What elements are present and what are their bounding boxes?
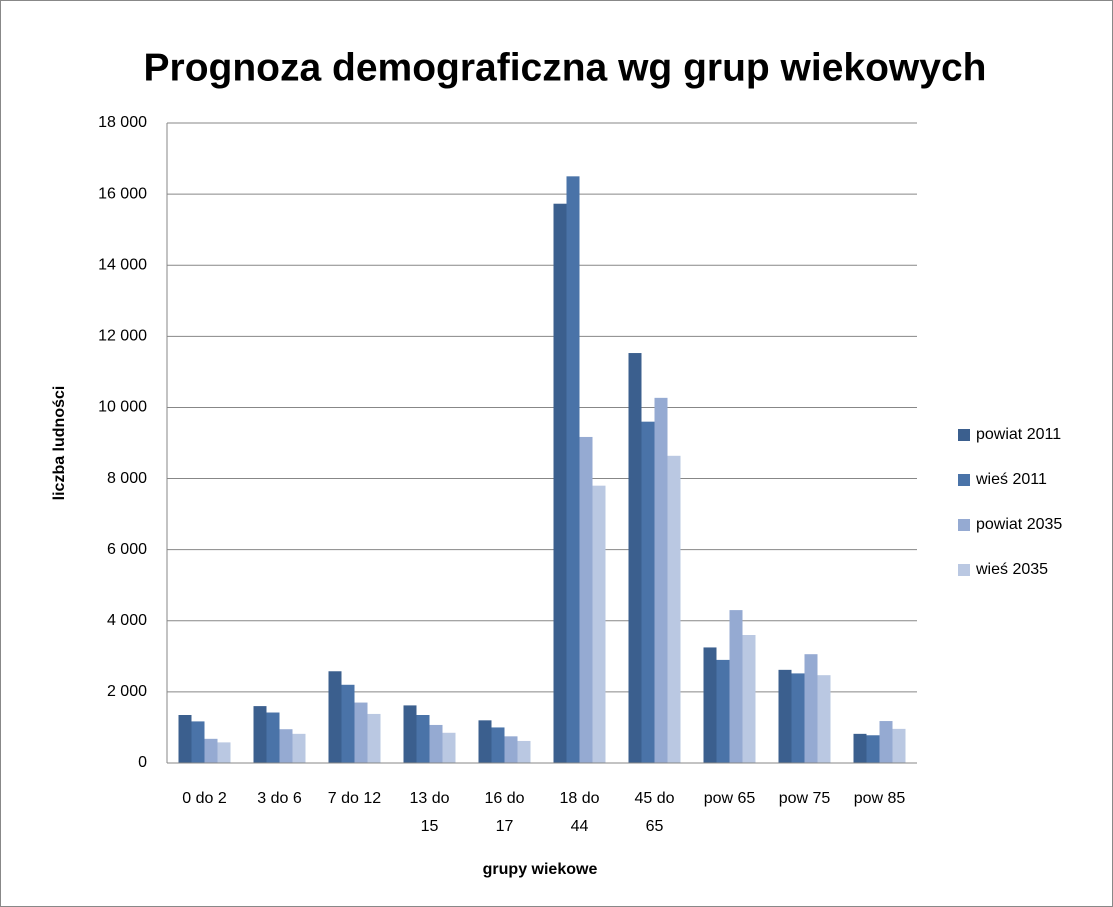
bar (266, 712, 280, 763)
bar (217, 742, 231, 763)
bar (328, 671, 342, 763)
bar (292, 733, 306, 763)
y-tick-label: 10 000 (98, 399, 147, 416)
bar (253, 706, 267, 763)
x-tick-label: pow 65 (704, 790, 756, 807)
x-tick-label: 18 do 44 (559, 790, 599, 835)
bar (416, 715, 430, 763)
bar (442, 732, 456, 763)
legend-swatch (958, 564, 970, 576)
bar (879, 721, 893, 763)
x-tick-label: pow 75 (779, 790, 831, 807)
bar (778, 669, 792, 763)
bar (354, 702, 368, 763)
bar (403, 705, 417, 763)
x-tick-label: 0 do 2 (182, 790, 227, 807)
y-tick-label: 18 000 (98, 114, 147, 131)
bar (504, 736, 518, 763)
bar (429, 724, 443, 763)
bar (892, 728, 906, 763)
x-tick-label: 3 do 6 (257, 790, 302, 807)
bar (478, 720, 492, 763)
y-axis-title: liczba ludności (51, 386, 68, 501)
bar (592, 485, 606, 763)
x-tick-label: 45 do 65 (634, 790, 674, 835)
y-tick-label: 4 000 (107, 612, 147, 629)
y-tick-label: 0 (138, 754, 147, 771)
y-tick-label: 12 000 (98, 328, 147, 345)
legend-swatch (958, 474, 970, 486)
legend-swatch (958, 519, 970, 531)
y-tick-label: 16 000 (98, 185, 147, 202)
bar (703, 647, 717, 763)
bar (204, 738, 218, 763)
legend-label: wieś 2035 (975, 561, 1048, 578)
bar (853, 733, 867, 763)
bar (667, 455, 681, 763)
bar (553, 203, 567, 763)
y-tick-label: 8 000 (107, 470, 147, 487)
x-tick-label: 7 do 12 (328, 790, 381, 807)
bar (729, 610, 743, 763)
bar (517, 740, 531, 763)
bar (641, 421, 655, 763)
bar (817, 675, 831, 763)
legend-swatch (958, 429, 970, 441)
x-tick-label: 16 do 17 (484, 790, 524, 835)
legend-label: wieś 2011 (975, 471, 1047, 488)
x-tick-label: 13 do 15 (409, 790, 449, 835)
x-axis-title: grupy wiekowe (483, 861, 598, 878)
bar (716, 659, 730, 763)
bar (628, 353, 642, 763)
y-tick-label: 6 000 (107, 541, 147, 558)
chart-title: Prognoza demograficzna wg grup wiekowych (144, 46, 987, 89)
bar (279, 729, 293, 763)
legend-label: powiat 2035 (976, 516, 1062, 533)
bar (866, 735, 880, 763)
bar (341, 684, 355, 763)
legend-label: powiat 2011 (976, 426, 1061, 443)
y-tick-label: 14 000 (98, 256, 147, 273)
bar (579, 436, 593, 763)
bar (367, 713, 381, 763)
y-tick-label: 2 000 (107, 683, 147, 700)
x-tick-label: pow 85 (854, 790, 906, 807)
bar (654, 397, 668, 763)
bar (566, 176, 580, 764)
bar (491, 727, 505, 763)
bar (742, 635, 756, 763)
bar (191, 721, 205, 763)
bar (178, 715, 192, 763)
bar (804, 654, 818, 763)
bar (791, 673, 805, 763)
